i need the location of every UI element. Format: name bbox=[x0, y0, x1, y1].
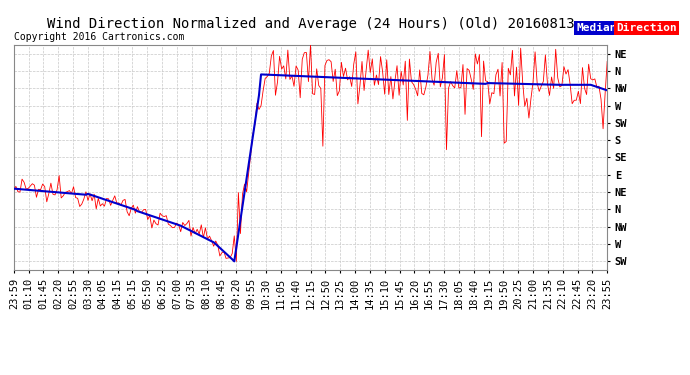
Text: Median: Median bbox=[576, 23, 617, 33]
Text: Copyright 2016 Cartronics.com: Copyright 2016 Cartronics.com bbox=[14, 32, 184, 42]
Text: Wind Direction Normalized and Average (24 Hours) (Old) 20160813: Wind Direction Normalized and Average (2… bbox=[47, 17, 574, 31]
Text: Direction: Direction bbox=[616, 23, 677, 33]
